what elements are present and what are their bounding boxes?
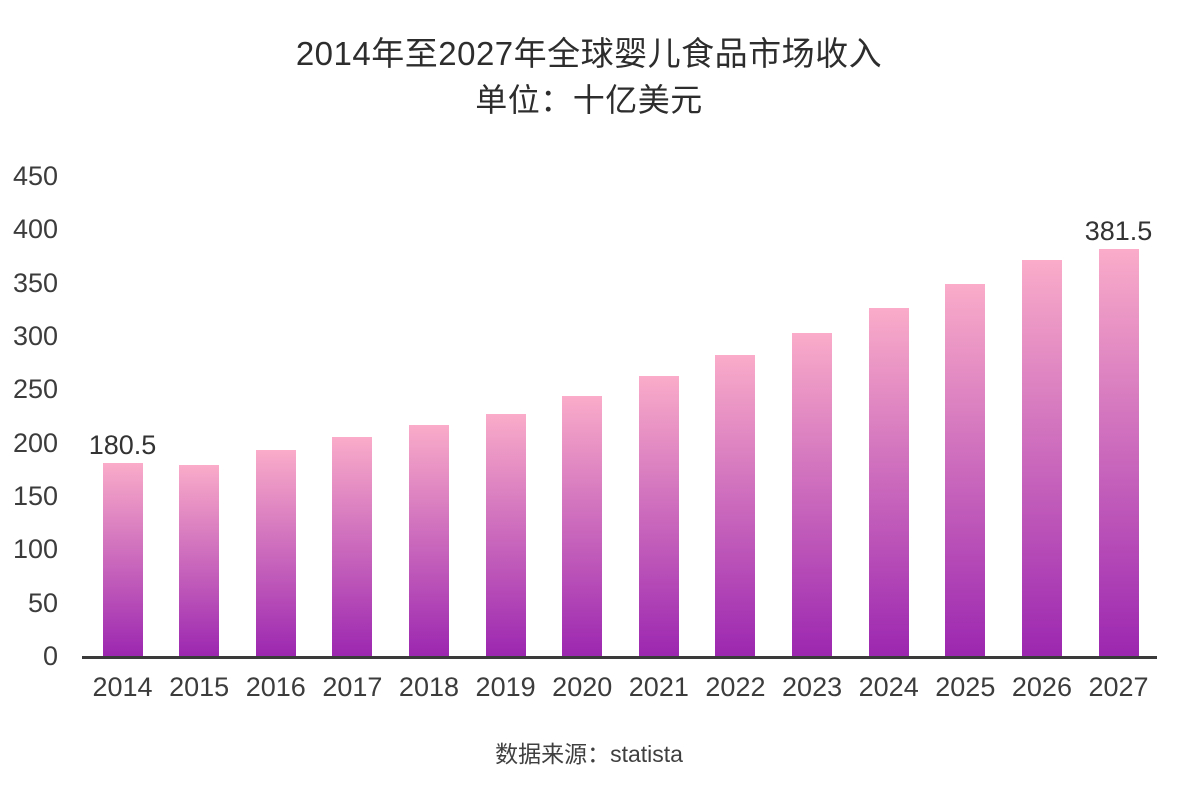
bar-2023 — [792, 332, 833, 656]
x-axis-tick-2018: 2018 — [398, 672, 459, 702]
y-axis-tick-150: 150 — [12, 481, 58, 511]
y-axis-tick-100: 100 — [12, 534, 58, 565]
x-axis-tick-2022: 2022 — [705, 672, 766, 702]
x-axis-tick-2023: 2023 — [782, 672, 843, 702]
x-axis-tick-2027: 2027 — [1088, 672, 1149, 702]
data-source: 数据来源：statista — [495, 741, 683, 767]
bar-2020 — [562, 396, 603, 656]
bar-2022 — [715, 354, 756, 656]
x-axis-tick-2026: 2026 — [1011, 672, 1072, 702]
value-label-2014: 180.5 — [88, 430, 157, 461]
y-axis-tick-300: 300 — [12, 321, 58, 351]
chart-title: 2014年至2027年全球婴儿食品市场收入 — [295, 35, 883, 72]
bar-2014 — [102, 463, 143, 656]
bar-2019 — [485, 413, 526, 656]
chart-title-block: 2014年至2027年全球婴儿食品市场收入 单位：十亿美元 — [0, 30, 1178, 123]
y-axis-tick-200: 200 — [12, 427, 58, 458]
bar-2024 — [868, 307, 909, 656]
y-axis-tick-50: 50 — [27, 587, 58, 618]
x-axis-tick-2025: 2025 — [935, 672, 996, 702]
bar-2018 — [408, 424, 449, 656]
y-axis-tick-350: 350 — [12, 267, 58, 298]
x-axis-tick-2016: 2016 — [245, 672, 306, 702]
y-axis-tick-0: 0 — [42, 641, 58, 671]
bar-2025 — [945, 284, 986, 656]
x-axis-tick-2017: 2017 — [322, 672, 383, 702]
bar-2027 — [1098, 249, 1139, 656]
x-axis-tick-2015: 2015 — [169, 672, 230, 702]
bar-2016 — [255, 449, 296, 656]
x-axis-line — [82, 656, 1157, 659]
value-label-2027: 381.5 — [1084, 216, 1153, 247]
x-axis-tick-2024: 2024 — [858, 672, 919, 702]
x-axis-tick-2019: 2019 — [475, 672, 536, 702]
y-axis-tick-250: 250 — [12, 374, 58, 405]
bar-2017 — [332, 437, 373, 656]
bar-2021 — [638, 376, 679, 656]
bar-2026 — [1021, 259, 1062, 656]
x-axis-tick-2014: 2014 — [92, 672, 153, 702]
x-axis-tick-2020: 2020 — [552, 672, 613, 702]
y-axis-tick-450: 450 — [12, 161, 58, 191]
chart-subtitle: 单位：十亿美元 — [475, 82, 703, 118]
y-axis-tick-400: 400 — [12, 214, 58, 245]
bar-2015 — [179, 465, 220, 656]
x-axis-tick-2021: 2021 — [628, 672, 689, 702]
